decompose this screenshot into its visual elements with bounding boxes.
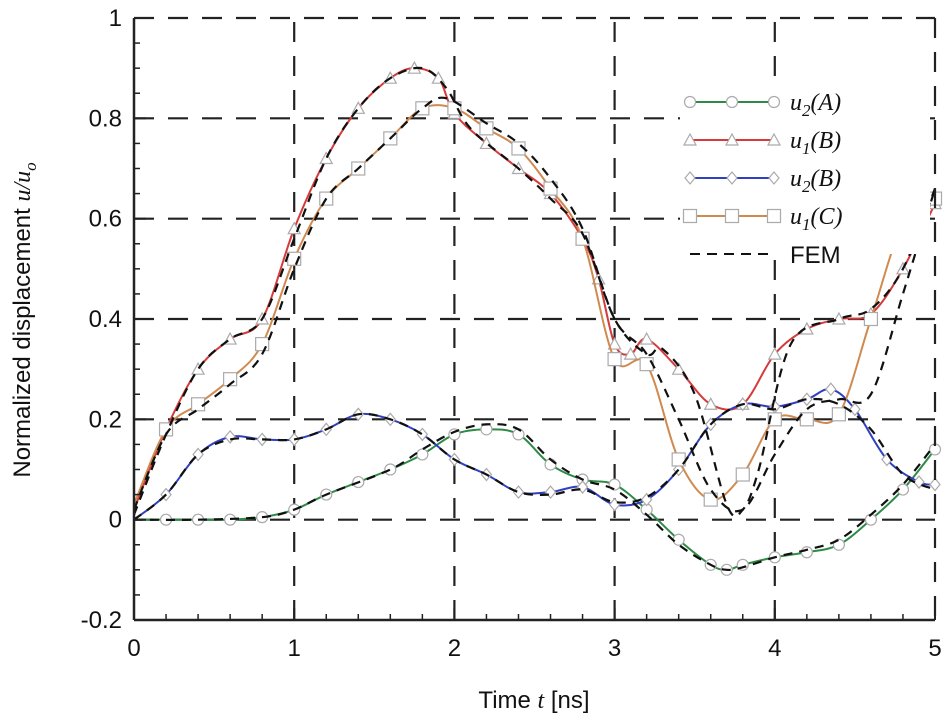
marker-diamond: [913, 475, 925, 489]
marker-triangle: [607, 336, 622, 350]
marker-diamond: [825, 382, 837, 397]
marker-square: [255, 336, 270, 352]
x-tick-label: 3: [608, 635, 621, 662]
marker-square: [766, 208, 782, 224]
x-tick-label: 5: [928, 635, 941, 662]
legend-background: [680, 82, 930, 254]
fem-line: [132, 66, 937, 518]
marker-triangle: [682, 132, 698, 146]
marker-diamond: [849, 402, 861, 417]
marker-diamond: [544, 485, 557, 500]
marker-circle: [416, 448, 429, 461]
marker-square: [190, 397, 206, 412]
y-tick-label: -0.2: [81, 607, 122, 634]
legend-label: u2(A): [790, 90, 841, 120]
legend-label: u1(B): [790, 128, 841, 158]
y-tick-label: 0.8: [89, 105, 122, 132]
y-tick-label: 0.4: [89, 306, 122, 333]
y-tick-label: 0.2: [89, 406, 122, 433]
marker-triangle: [767, 346, 782, 360]
marker-triangle: [319, 151, 334, 165]
x-tick-label: 0: [127, 635, 140, 662]
x-tick-label: 1: [288, 635, 301, 662]
y-tick-label: 1: [109, 5, 122, 32]
fem-line: [133, 423, 936, 572]
axes: [132, 17, 937, 622]
legend-label: u1(C): [790, 204, 843, 234]
series-line-u2(A): [134, 428, 936, 571]
x-tick-label: 4: [768, 635, 781, 662]
legend-label-fem: FEM: [790, 242, 841, 269]
fem-line: [132, 96, 937, 513]
marker-square: [831, 407, 846, 422]
marker-circle: [767, 95, 781, 109]
marker-square: [639, 357, 654, 372]
marker-triangle: [724, 132, 740, 146]
legend-label: u2(B): [790, 166, 841, 196]
marker-square: [799, 412, 814, 427]
marker-triangle: [766, 132, 782, 146]
marker-diamond: [929, 477, 941, 492]
marker-triangle: [799, 321, 814, 335]
marker-square: [724, 208, 740, 224]
marker-diamond: [726, 171, 738, 185]
series-lines: [132, 60, 943, 576]
legend: u2(A) u1(B) u2(B) u1(C) FEM: [680, 82, 930, 269]
marker-triangle: [671, 361, 686, 375]
marker-triangle: [703, 397, 718, 410]
marker-diamond: [684, 171, 696, 185]
y-tick-label: 0: [109, 507, 122, 534]
marker-triangle: [191, 361, 206, 375]
marker-triangle: [623, 346, 638, 360]
x-axis-label: Time t [ns]: [478, 687, 589, 714]
marker-square: [735, 467, 750, 482]
marker-triangle: [831, 311, 846, 325]
marker-diamond: [224, 429, 236, 444]
marker-diamond: [416, 427, 429, 442]
marker-circle: [800, 546, 813, 559]
marker-square: [863, 311, 879, 327]
marker-square: [479, 121, 494, 136]
marker-circle: [683, 95, 697, 109]
marker-circle: [384, 463, 397, 476]
marker-diamond: [768, 171, 780, 185]
y-axis-label: Normalized displacement u/uo: [9, 162, 40, 477]
marker-square: [703, 492, 718, 507]
x-tick-label: 2: [448, 635, 461, 662]
marker-circle: [672, 533, 685, 546]
marker-triangle: [431, 70, 446, 84]
series-line-u2(B): [133, 388, 936, 521]
y-tick-label: 0.6: [89, 206, 122, 233]
marker-diamond: [769, 399, 781, 414]
marker-circle: [725, 95, 739, 109]
marker-diamond: [608, 497, 621, 512]
marker-square: [682, 208, 698, 224]
marker-square: [607, 352, 622, 367]
marker-diamond: [801, 392, 813, 407]
marker-diamond: [512, 485, 525, 500]
fem-line: [133, 397, 936, 521]
tick-labels: 0 1 2 3 4 5-0.200.20.40.60.81: [81, 5, 942, 662]
marker-triangle: [639, 331, 654, 345]
